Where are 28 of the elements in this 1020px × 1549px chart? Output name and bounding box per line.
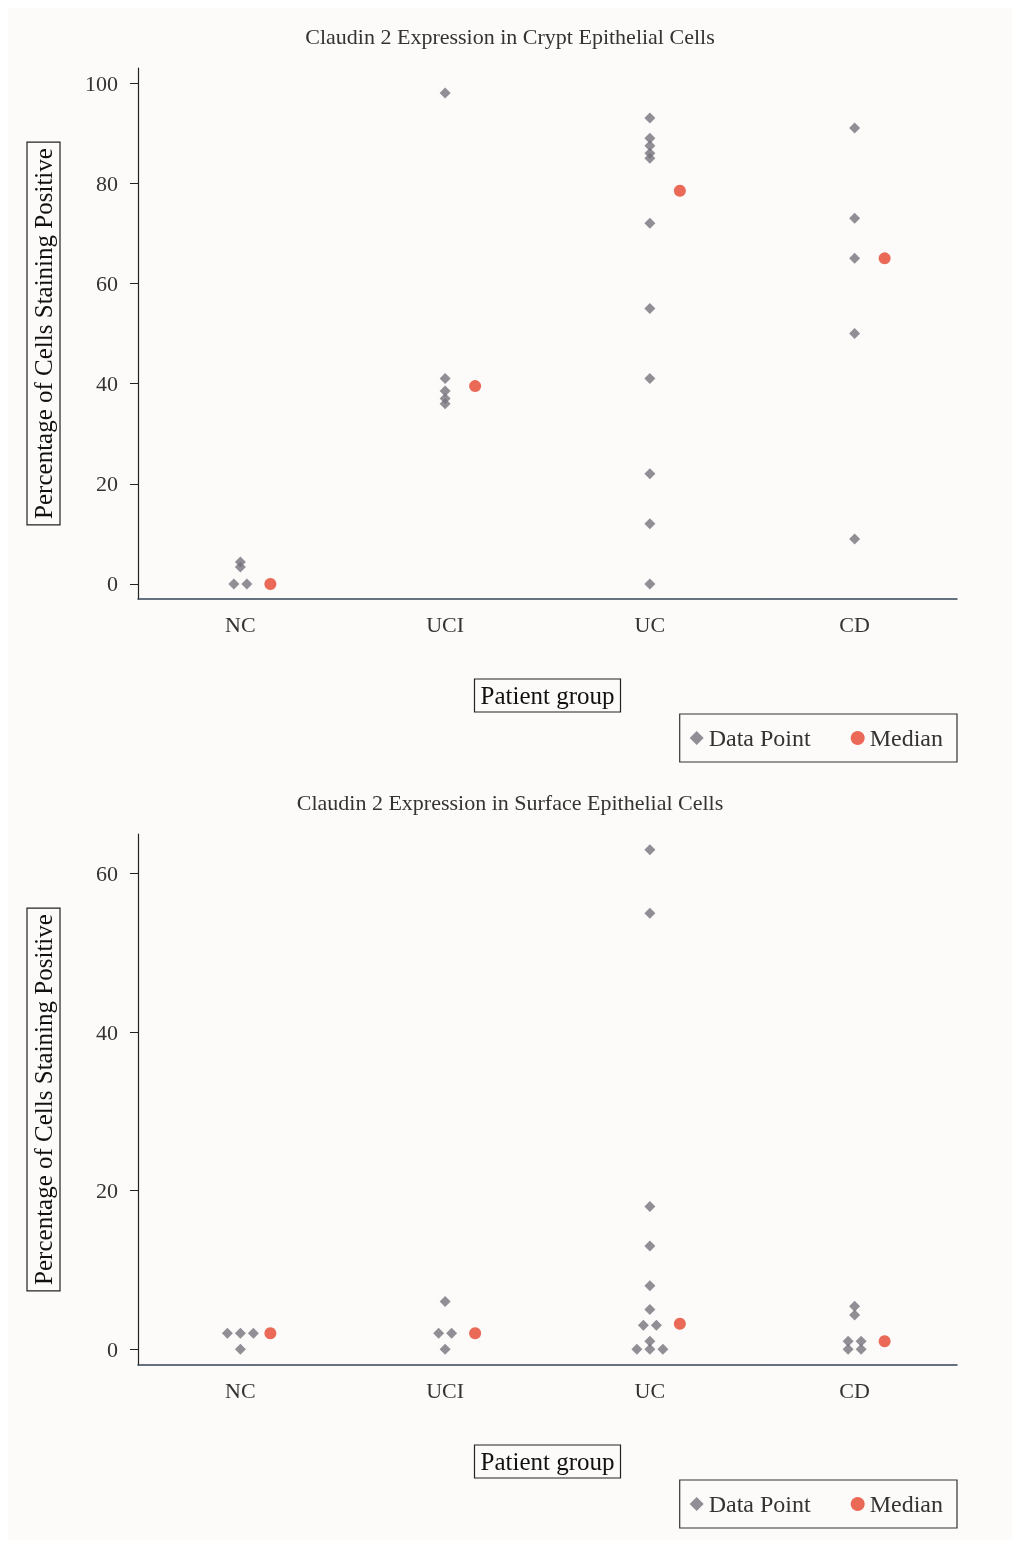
chart-title: Claudin 2 Expression in Crypt Epithelial Cells: [305, 23, 715, 49]
x-axis-title: Patient group: [480, 1448, 615, 1475]
y-tick-label: 20: [96, 1178, 118, 1204]
x-tick-label: UCI: [426, 611, 465, 637]
x-tick-label: UC: [634, 1377, 666, 1403]
x-tick-label: CD: [839, 1377, 870, 1403]
y-tick-label: 0: [107, 1336, 118, 1362]
legend-label: Median: [869, 725, 943, 751]
y-axis-title: Percentage of Cells Staining Positive: [30, 148, 57, 519]
legend-label: Data Point: [708, 725, 812, 751]
x-tick-label: NC: [225, 1377, 256, 1403]
y-tick-label: 60: [96, 270, 118, 296]
y-tick-label: 80: [96, 170, 118, 196]
y-tick-label: 40: [96, 371, 118, 397]
chart-title: Claudin 2 Expression in Surface Epithelial Cells: [296, 789, 724, 815]
x-axis-title: Patient group: [480, 682, 615, 709]
x-tick-label: NC: [225, 611, 256, 637]
y-tick-label: 60: [96, 861, 118, 887]
legend-label: Data Point: [708, 1491, 812, 1517]
y-tick-label: 0: [107, 571, 118, 597]
x-tick-label: CD: [839, 611, 870, 637]
x-tick-label: UCI: [426, 1377, 465, 1403]
x-tick-label: UC: [634, 611, 666, 637]
y-axis-title: Percentage of Cells Staining Positive: [30, 914, 57, 1285]
legend-label: Median: [869, 1491, 943, 1517]
y-tick-label: 20: [96, 471, 118, 497]
y-tick-label: 100: [85, 70, 118, 96]
y-tick-label: 40: [96, 1019, 118, 1045]
